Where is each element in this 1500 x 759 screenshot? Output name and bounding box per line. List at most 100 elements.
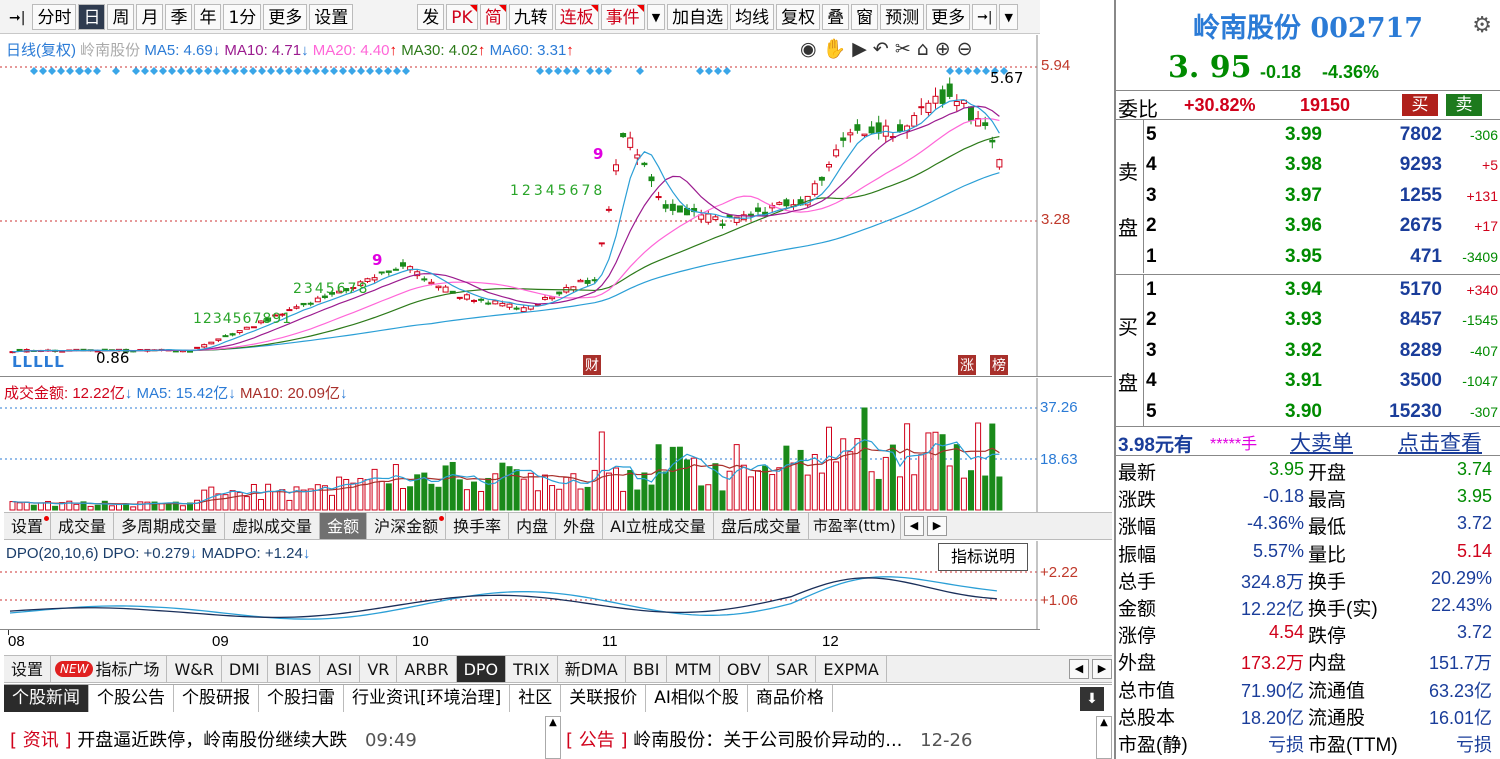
dpo-panel[interactable]: DPO(20,10,6) DPO: +0.279↓ MADPO: +1.24↓ … xyxy=(0,541,1112,629)
ask-row[interactable]: 1 3.95 471 -3409 xyxy=(1144,242,1500,272)
tab2-new-dma[interactable]: 新DMA xyxy=(558,656,626,682)
news-tab-stock-news[interactable]: 个股新闻 xyxy=(4,685,89,712)
event-button[interactable]: 事件 xyxy=(600,3,645,30)
tab2-arbr[interactable]: ARBR xyxy=(397,656,457,682)
hand-icon[interactable]: ✋ xyxy=(822,38,853,60)
cai-badge[interactable]: 财 xyxy=(583,355,601,375)
dropdown-icon[interactable]: ▼ xyxy=(646,3,666,30)
ask-row[interactable]: 2 3.96 2675 +17 xyxy=(1144,211,1500,241)
jiuzhuan-button[interactable]: 九转 xyxy=(508,3,553,30)
tab-week[interactable]: 周 xyxy=(107,3,135,30)
pk-button[interactable]: PK xyxy=(446,3,478,30)
tab2-sar[interactable]: SAR xyxy=(769,656,817,682)
next-icon[interactable]: ▶ xyxy=(926,516,947,536)
news-tab-commodity[interactable]: 商品价格 xyxy=(748,685,833,712)
news-item-2[interactable]: [ 公告 ] 岭南股份：关于公司股价异动的... 12-26 xyxy=(566,730,973,751)
download-icon[interactable]: ⬇ xyxy=(1080,687,1104,711)
big-sell-link[interactable]: 大卖单 xyxy=(1290,432,1353,455)
tab-year[interactable]: 年 xyxy=(194,3,222,30)
zhang-badge[interactable]: 涨 xyxy=(958,355,976,375)
tab2-trix[interactable]: TRIX xyxy=(506,656,558,682)
ask-row[interactable]: 5 3.99 7802 -306 xyxy=(1144,120,1500,150)
bid-row[interactable]: 1 3.94 5170 +340 xyxy=(1144,275,1500,305)
jian-button[interactable]: 简 xyxy=(479,3,507,30)
news-tab-risk[interactable]: 个股扫雷 xyxy=(259,685,344,712)
bid-row[interactable]: 5 3.90 15230 -307 xyxy=(1144,397,1500,427)
fuquan-button[interactable]: 复权 xyxy=(776,3,821,30)
forecast-button[interactable]: 预测 xyxy=(880,3,925,30)
tab-volume[interactable]: 成交量 xyxy=(51,513,115,539)
tab2-dpo[interactable]: DPO xyxy=(456,656,507,682)
tab-inner[interactable]: 内盘 xyxy=(509,513,557,539)
tab-multi-volume[interactable]: 多周期成交量 xyxy=(114,513,226,539)
ma-button[interactable]: 均线 xyxy=(730,3,775,30)
tab-quarter[interactable]: 季 xyxy=(165,3,193,30)
news-tab-industry[interactable]: 行业资讯[环境治理] xyxy=(344,685,511,712)
tab-settings[interactable]: 设置 xyxy=(309,3,354,30)
window-button[interactable]: 窗 xyxy=(851,3,879,30)
news-tab-announcements[interactable]: 个股公告 xyxy=(89,685,174,712)
tab-hs-amount[interactable]: 沪深金额 xyxy=(367,513,447,539)
tab2-settings[interactable]: 设置 xyxy=(4,656,52,682)
news-tab-ai-similar[interactable]: AI相似个股 xyxy=(646,685,748,712)
bang-badge[interactable]: 榜 xyxy=(990,355,1008,375)
first-page-icon[interactable]: ➞| xyxy=(9,9,26,26)
tab2-expma[interactable]: EXPMA xyxy=(816,656,887,682)
tab-turnover[interactable]: 换手率 xyxy=(446,513,510,539)
more-button[interactable]: 更多 xyxy=(926,3,971,30)
scissors-icon[interactable]: ✂ xyxy=(894,38,917,60)
news-scrollbar-1[interactable]: ▲ xyxy=(545,716,561,759)
big-order-row[interactable]: 3.98元有 *****手 大卖单 点击查看 xyxy=(1116,426,1500,456)
buy-button[interactable]: 买 xyxy=(1402,94,1438,116)
tab2-asi[interactable]: ASI xyxy=(320,656,361,682)
tab-set[interactable]: 设置 xyxy=(4,513,52,539)
next-icon-2[interactable]: ▶ xyxy=(1092,659,1112,679)
tab-more[interactable]: 更多 xyxy=(263,3,308,30)
sell-button[interactable]: 卖 xyxy=(1446,94,1482,116)
tab-fenshi[interactable]: 分时 xyxy=(32,3,77,30)
bid-row[interactable]: 3 3.92 8289 -407 xyxy=(1144,336,1500,366)
tab2-bbi[interactable]: BBI xyxy=(626,656,668,682)
tab-amount[interactable]: 金额 xyxy=(320,513,368,539)
tab-virtual-volume[interactable]: 虚拟成交量 xyxy=(225,513,321,539)
tab-pe-ttm[interactable]: 市盈率(ttm) xyxy=(809,513,901,539)
tab-outer[interactable]: 外盘 xyxy=(556,513,604,539)
gear-icon[interactable]: ⚙ xyxy=(1472,12,1492,37)
tab-month[interactable]: 月 xyxy=(136,3,164,30)
undo-icon[interactable]: ↶ xyxy=(872,38,895,60)
bid-row[interactable]: 4 3.91 3500 -1047 xyxy=(1144,366,1500,396)
play-icon[interactable]: ▶ xyxy=(852,38,873,60)
last-page-icon[interactable]: ➞| xyxy=(972,3,998,30)
tab-after-hours[interactable]: 盘后成交量 xyxy=(714,513,809,539)
prev-icon-2[interactable]: ◀ xyxy=(1069,659,1089,679)
ask-row[interactable]: 3 3.97 1255 +131 xyxy=(1144,181,1500,211)
fa-button[interactable]: 发 xyxy=(417,3,445,30)
news-tab-related[interactable]: 关联报价 xyxy=(561,685,647,712)
tab2-dmi[interactable]: DMI xyxy=(222,656,268,682)
eye-icon[interactable]: ◉ xyxy=(800,38,823,60)
dropdown-icon-2[interactable]: ▼ xyxy=(999,3,1018,30)
news-tab-community[interactable]: 社区 xyxy=(510,685,562,712)
volume-panel[interactable]: 成交金额: 12.22亿↓ MA5: 15.42亿↓ MA10: 20.09亿↓… xyxy=(0,378,1112,512)
tab2-wr[interactable]: W&R xyxy=(167,656,222,682)
tab2-mtm[interactable]: MTM xyxy=(667,656,720,682)
add-watch-button[interactable]: 加自选 xyxy=(667,3,729,30)
overlay-button[interactable]: 叠 xyxy=(822,3,850,30)
tab2-obv[interactable]: OBV xyxy=(720,656,769,682)
lianban-button[interactable]: 连板 xyxy=(554,3,599,30)
indicator-tooltip[interactable]: 指标说明 xyxy=(938,543,1028,571)
tab2-bias[interactable]: BIAS xyxy=(268,656,320,682)
tab-1min[interactable]: 1分 xyxy=(223,3,262,30)
tab2-vr[interactable]: VR xyxy=(360,656,398,682)
news-scrollbar-2[interactable]: ▲ xyxy=(1096,716,1112,759)
ask-row[interactable]: 4 3.98 9293 +5 xyxy=(1144,150,1500,180)
zoom-in-icon[interactable]: ⊕ xyxy=(934,38,957,60)
prev-icon[interactable]: ◀ xyxy=(903,516,924,536)
click-view-link[interactable]: 点击查看 xyxy=(1398,432,1482,455)
lock-icon[interactable]: ⌂ xyxy=(916,38,935,60)
news-tab-reports[interactable]: 个股研报 xyxy=(174,685,259,712)
news-item-1[interactable]: [ 资讯 ] 开盘逼近跌停，岭南股份继续大跌 09:49 xyxy=(10,730,417,751)
kline-panel[interactable]: 日线(复权) 岭南股份 MA5: 4.69↓ MA10: 4.71↓ MA20:… xyxy=(0,35,1112,377)
bid-row[interactable]: 2 3.93 8457 -1545 xyxy=(1144,305,1500,335)
tab-ai-volume[interactable]: AI立桩成交量 xyxy=(603,513,714,539)
